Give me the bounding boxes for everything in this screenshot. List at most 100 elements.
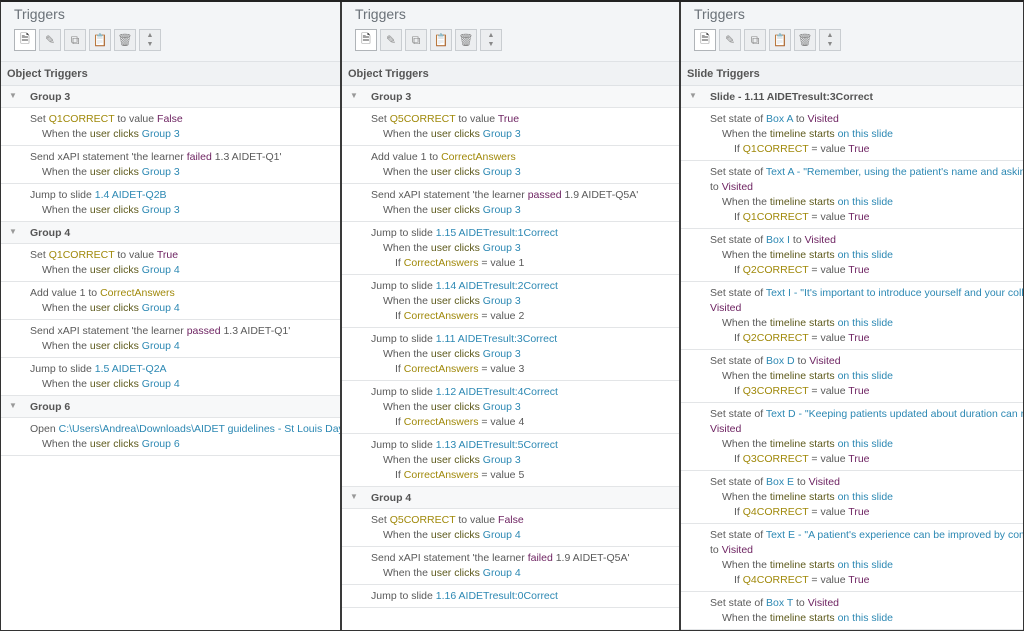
trigger-text-segment[interactable]: timeline starts: [769, 491, 835, 503]
trigger-item[interactable]: Open C:\Users\Andrea\Downloads\AIDET gui…: [1, 418, 340, 456]
trigger-text-segment[interactable]: Q1CORRECT: [48, 113, 115, 125]
trigger-text-segment[interactable]: Text I - "It's important to introduce yo…: [765, 287, 1023, 299]
collapse-triangle-icon[interactable]: ▼: [9, 401, 17, 410]
trigger-text-segment[interactable]: Visited: [809, 355, 841, 367]
move-up-down-button[interactable]: ▲ ▼: [480, 29, 502, 51]
trigger-text-segment[interactable]: True: [156, 249, 179, 261]
trigger-text-segment[interactable]: Group 4: [138, 302, 180, 314]
trigger-item[interactable]: Send xAPI statement 'the learner failed …: [1, 146, 340, 184]
trigger-item[interactable]: Set Q1CORRECT to value True When the user…: [1, 244, 340, 282]
trigger-text-segment[interactable]: 1.14 AIDETresult:2Correct: [435, 280, 558, 292]
trigger-text-segment[interactable]: Visited: [807, 597, 840, 609]
trigger-text-segment[interactable]: False: [157, 113, 183, 125]
trigger-text-segment[interactable]: Box E: [766, 476, 795, 488]
trigger-text-segment[interactable]: Group 3: [479, 295, 521, 307]
copy-button[interactable]: ⧉: [64, 29, 86, 51]
trigger-text-segment[interactable]: timeline starts: [769, 317, 835, 329]
trigger-text-segment[interactable]: Visited: [804, 234, 836, 246]
trigger-text-segment[interactable]: True: [848, 385, 870, 397]
trigger-text-segment[interactable]: on this slide: [834, 559, 894, 571]
trigger-text-segment[interactable]: on this slide: [834, 612, 894, 624]
trigger-text-segment[interactable]: Text D - "Keeping patients updated about…: [765, 408, 1023, 420]
trigger-group-header[interactable]: ▼ Group 3: [1, 86, 340, 108]
trigger-text-segment[interactable]: Group 3: [479, 204, 521, 216]
trigger-item[interactable]: Set state of Text D - "Keeping patients …: [681, 403, 1023, 471]
trigger-text-segment[interactable]: on this slide: [834, 249, 894, 261]
trigger-text-segment[interactable]: user clicks: [430, 166, 480, 178]
trigger-text-segment[interactable]: Box A: [766, 113, 793, 125]
trigger-text-segment[interactable]: Text A - "Remember, using the patient's …: [765, 166, 1023, 178]
edit-trigger-button[interactable]: ✎: [719, 29, 741, 51]
trigger-text-segment[interactable]: CorrectAnswers: [100, 287, 175, 299]
collapse-triangle-icon[interactable]: ▼: [689, 91, 697, 100]
trigger-group-header[interactable]: ▼ Group 6: [1, 396, 340, 418]
trigger-text-segment[interactable]: Q4CORRECT: [742, 574, 809, 586]
trigger-text-segment[interactable]: C:\Users\Andrea\Downloads\AIDET guidelin…: [58, 423, 340, 435]
trigger-text-segment[interactable]: CorrectAnswers: [403, 416, 479, 428]
trigger-text-segment[interactable]: Group 3: [479, 348, 521, 360]
trigger-text-segment[interactable]: Group 4: [138, 378, 180, 390]
trigger-item[interactable]: Add value 1 to CorrectAnswers When the us…: [1, 282, 340, 320]
trigger-text-segment[interactable]: CorrectAnswers: [403, 363, 479, 375]
trigger-text-segment[interactable]: True: [848, 574, 870, 586]
trigger-text-segment[interactable]: Visited: [710, 423, 742, 435]
trigger-text-segment[interactable]: Text E - "A patient's experience can be …: [765, 529, 1023, 541]
trigger-item[interactable]: Set state of Text A - "Remember, using t…: [681, 161, 1023, 229]
trigger-text-segment[interactable]: 1.12 AIDETresult:4Correct: [435, 386, 558, 398]
trigger-text-segment[interactable]: on this slide: [834, 317, 894, 329]
trigger-item[interactable]: Jump to slide 1.5 AIDET-Q2A When the user…: [1, 358, 340, 396]
trigger-text-segment[interactable]: Box D: [766, 355, 795, 367]
delete-button[interactable]: 🗑: [455, 29, 477, 51]
trigger-text-segment[interactable]: CorrectAnswers: [441, 151, 516, 163]
trigger-text-segment[interactable]: user clicks: [89, 340, 139, 352]
delete-button[interactable]: 🗑: [114, 29, 136, 51]
collapse-triangle-icon[interactable]: ▼: [350, 492, 358, 501]
collapse-triangle-icon[interactable]: ▼: [9, 91, 17, 100]
trigger-item[interactable]: Set Q1CORRECT to value False When the use…: [1, 108, 340, 146]
edit-trigger-button[interactable]: ✎: [380, 29, 402, 51]
trigger-text-segment[interactable]: Visited: [710, 302, 742, 314]
trigger-text-segment[interactable]: Q1CORRECT: [742, 211, 809, 223]
trigger-item[interactable]: Set state of Text E - "A patient's exper…: [681, 524, 1023, 592]
trigger-text-segment[interactable]: True: [848, 264, 870, 276]
trigger-text-segment[interactable]: Q3CORRECT: [742, 385, 809, 397]
trigger-text-segment[interactable]: Group 3: [479, 401, 521, 413]
trigger-text-segment[interactable]: timeline starts: [769, 612, 835, 624]
trigger-text-segment[interactable]: on this slide: [834, 196, 894, 208]
edit-trigger-button[interactable]: ✎: [39, 29, 61, 51]
trigger-text-segment[interactable]: user clicks: [89, 378, 139, 390]
trigger-text-segment[interactable]: Group 3: [479, 166, 521, 178]
trigger-item[interactable]: Set Q5CORRECT to value True When the user…: [342, 108, 679, 146]
trigger-text-segment[interactable]: user clicks: [89, 264, 139, 276]
paste-button[interactable]: 📋: [769, 29, 791, 51]
trigger-text-segment[interactable]: True: [848, 506, 870, 518]
trigger-text-segment[interactable]: on this slide: [834, 128, 894, 140]
trigger-text-segment[interactable]: 1.16 AIDETresult:0Correct: [435, 590, 558, 602]
trigger-text-segment[interactable]: Group 3: [138, 166, 180, 178]
trigger-text-segment[interactable]: Group 3: [479, 242, 521, 254]
trigger-text-segment[interactable]: True: [848, 143, 870, 155]
trigger-text-segment[interactable]: 1.4 AIDET-Q2B: [94, 189, 167, 201]
trigger-text-segment[interactable]: Box I: [766, 234, 790, 246]
trigger-text-segment[interactable]: user clicks: [430, 242, 480, 254]
trigger-text-segment[interactable]: Group 4: [479, 529, 521, 541]
trigger-text-segment[interactable]: passed: [186, 325, 221, 337]
trigger-item[interactable]: Set Q5CORRECT to value False When the use…: [342, 509, 679, 547]
trigger-text-segment[interactable]: Q2CORRECT: [742, 332, 809, 344]
trigger-text-segment[interactable]: Visited: [808, 476, 840, 488]
trigger-text-segment[interactable]: timeline starts: [769, 196, 835, 208]
trigger-item[interactable]: Jump to slide 1.14 AIDETresult:2Correct W…: [342, 275, 679, 328]
trigger-text-segment[interactable]: Group 3: [138, 204, 180, 216]
trigger-text-segment[interactable]: timeline starts: [769, 559, 835, 571]
trigger-item[interactable]: Jump to slide 1.16 AIDETresult:0Correct: [342, 585, 679, 608]
trigger-text-segment[interactable]: user clicks: [89, 166, 139, 178]
trigger-group-header[interactable]: ▼ Group 4: [1, 222, 340, 244]
trigger-item[interactable]: Set state of Box D to Visited When the ti…: [681, 350, 1023, 403]
move-up-down-button[interactable]: ▲ ▼: [139, 29, 161, 51]
trigger-item[interactable]: Set state of Box A to Visited When the ti…: [681, 108, 1023, 161]
collapse-triangle-icon[interactable]: ▼: [9, 227, 17, 236]
trigger-text-segment[interactable]: False: [498, 514, 524, 526]
trigger-group-header[interactable]: ▼ Group 3: [342, 86, 679, 108]
trigger-text-segment[interactable]: passed: [527, 189, 562, 201]
new-trigger-button[interactable]: 🗎: [355, 29, 377, 51]
